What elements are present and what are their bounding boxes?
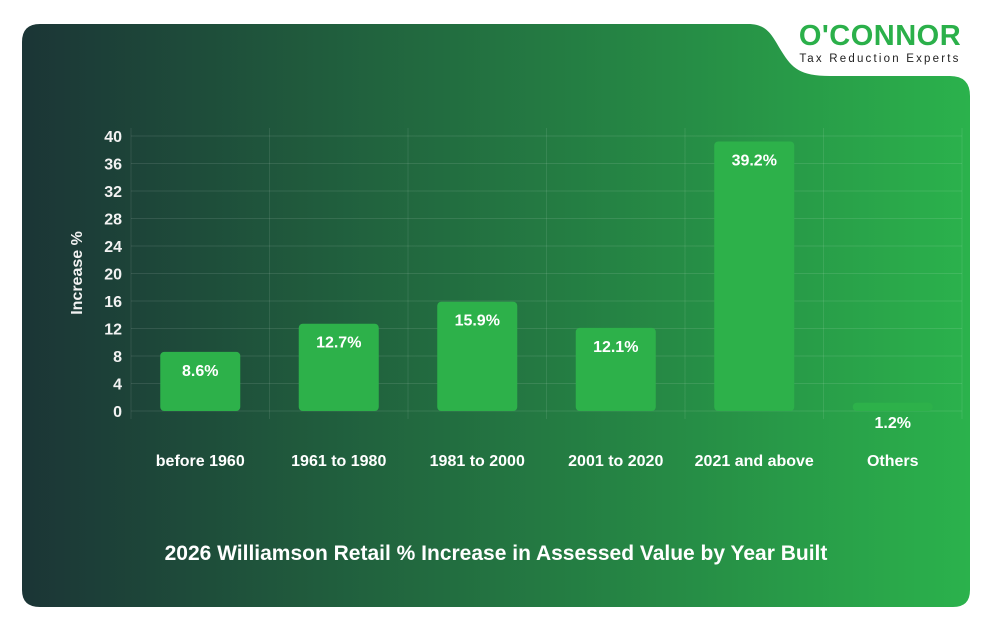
bar [714, 141, 795, 411]
bar [575, 327, 656, 411]
y-axis-label: Increase % [69, 231, 86, 315]
x-tick-label: before 1960 [156, 453, 245, 470]
y-tick-label: 32 [104, 184, 122, 201]
logo-wordmark: O'CONNOR [798, 20, 962, 52]
data-label: 12.7% [316, 335, 361, 352]
data-label: 39.2% [732, 153, 777, 170]
bar [852, 402, 933, 411]
y-tick-label: 36 [104, 157, 122, 174]
x-tick-label: 2021 and above [695, 453, 814, 470]
x-tick-label: 1961 to 1980 [291, 453, 386, 470]
logo-tagline: Tax Reduction Experts [799, 53, 961, 65]
y-tick-label: 20 [104, 267, 122, 284]
x-tick-label: 1981 to 2000 [430, 453, 525, 470]
y-tick-label: 0 [113, 404, 122, 421]
y-tick-label: 4 [113, 377, 122, 394]
bar [298, 323, 379, 411]
data-label: 15.9% [455, 313, 500, 330]
y-tick-label: 40 [104, 129, 122, 146]
x-tick-label: 2001 to 2020 [568, 453, 663, 470]
y-tick-label: 28 [104, 212, 122, 229]
x-tick-label: Others [867, 453, 919, 470]
bar [437, 301, 518, 411]
data-label: 8.6% [182, 363, 218, 380]
data-label: 12.1% [593, 339, 638, 356]
bar [160, 351, 241, 411]
y-tick-label: 8 [113, 349, 122, 366]
y-tick-label: 16 [104, 294, 122, 311]
y-tick-label: 24 [104, 239, 122, 256]
oconnor-logo: O'CONNOR Tax Reduction Experts [785, 20, 975, 65]
chart-title: 2026 Williamson Retail % Increase in Ass… [164, 542, 828, 565]
y-tick-label: 12 [104, 322, 122, 339]
data-label: 1.2% [875, 415, 911, 432]
